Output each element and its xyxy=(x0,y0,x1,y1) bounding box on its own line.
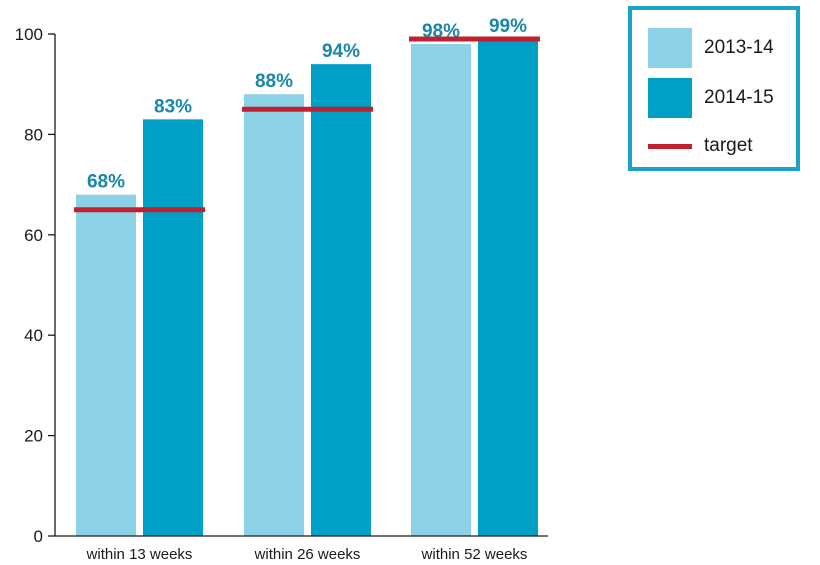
legend-item-target: target xyxy=(648,124,753,168)
bar-2013-14-2 xyxy=(244,94,304,537)
legend: 2013-14 2014-15 target xyxy=(628,6,800,171)
bar-2014-15-1 xyxy=(143,119,203,536)
category-label-1: within 13 weeks xyxy=(86,546,193,563)
data-label-2014-15-1: 83% xyxy=(154,96,192,117)
legend-label-2013-14: 2013-14 xyxy=(704,37,774,58)
bar-2013-14-1 xyxy=(76,194,136,536)
bar-2014-15-3 xyxy=(478,39,538,537)
data-label-2013-14-1: 68% xyxy=(87,172,125,193)
data-label-2014-15-3: 99% xyxy=(489,16,527,37)
legend-item-2014-15: 2014-15 xyxy=(648,76,774,120)
y-tick-label-100: 100 xyxy=(15,25,43,44)
bar-2014-15-2 xyxy=(311,64,371,537)
data-label-2013-14-2: 88% xyxy=(255,71,293,92)
data-labels: 68% 83% 88% 94% 98% 99% xyxy=(87,16,527,193)
legend-label-target: target xyxy=(704,135,753,156)
y-tick-label-80: 80 xyxy=(24,125,43,144)
data-label-2014-15-2: 94% xyxy=(322,41,360,62)
y-tick-label-40: 40 xyxy=(24,326,43,345)
legend-item-2013-14: 2013-14 xyxy=(648,26,774,70)
category-label-3: within 52 weeks xyxy=(421,546,528,563)
y-tick-label-20: 20 xyxy=(24,427,43,446)
legend-line-target xyxy=(648,143,692,149)
x-axis: within 13 weeks within 26 weeks within 52 … xyxy=(55,535,548,563)
bar-2013-14-3 xyxy=(411,44,471,536)
bars xyxy=(76,39,538,537)
y-tick-label-60: 60 xyxy=(24,226,43,245)
legend-swatch-2013-14 xyxy=(648,28,692,68)
y-axis: 0 20 40 60 80 100 xyxy=(15,25,56,546)
legend-swatch-2014-15 xyxy=(648,78,692,118)
data-label-2013-14-3: 98% xyxy=(422,21,460,42)
target-lines xyxy=(74,36,540,213)
category-label-2: within 26 weeks xyxy=(254,546,361,563)
y-tick-label-0: 0 xyxy=(34,527,43,546)
legend-label-2014-15: 2014-15 xyxy=(704,87,774,108)
